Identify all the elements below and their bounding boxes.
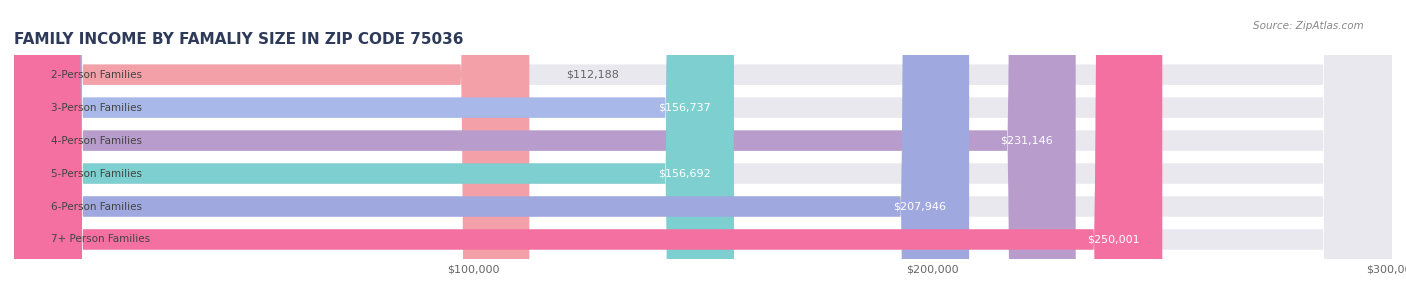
FancyBboxPatch shape xyxy=(14,0,1076,305)
Text: 7+ Person Families: 7+ Person Families xyxy=(51,235,150,245)
FancyBboxPatch shape xyxy=(14,0,529,305)
Text: $156,692: $156,692 xyxy=(658,169,711,178)
FancyBboxPatch shape xyxy=(14,0,734,305)
Text: FAMILY INCOME BY FAMALIY SIZE IN ZIP CODE 75036: FAMILY INCOME BY FAMALIY SIZE IN ZIP COD… xyxy=(14,32,464,47)
FancyBboxPatch shape xyxy=(14,0,1392,305)
FancyBboxPatch shape xyxy=(14,0,1392,305)
Text: 3-Person Families: 3-Person Families xyxy=(51,103,142,113)
FancyBboxPatch shape xyxy=(14,0,1163,305)
Text: 5-Person Families: 5-Person Families xyxy=(51,169,142,178)
Text: 4-Person Families: 4-Person Families xyxy=(51,136,142,145)
Text: 6-Person Families: 6-Person Families xyxy=(51,202,142,211)
Text: $112,188: $112,188 xyxy=(567,70,619,80)
FancyBboxPatch shape xyxy=(14,0,1392,305)
Text: $207,946: $207,946 xyxy=(893,202,946,211)
Text: 2-Person Families: 2-Person Families xyxy=(51,70,142,80)
Text: Source: ZipAtlas.com: Source: ZipAtlas.com xyxy=(1253,21,1364,31)
FancyBboxPatch shape xyxy=(14,0,1392,305)
FancyBboxPatch shape xyxy=(14,0,969,305)
FancyBboxPatch shape xyxy=(14,0,1392,305)
FancyBboxPatch shape xyxy=(14,0,1392,305)
Text: $156,737: $156,737 xyxy=(658,103,711,113)
FancyBboxPatch shape xyxy=(14,0,734,305)
Text: $250,001: $250,001 xyxy=(1087,235,1139,245)
Text: $231,146: $231,146 xyxy=(1000,136,1053,145)
